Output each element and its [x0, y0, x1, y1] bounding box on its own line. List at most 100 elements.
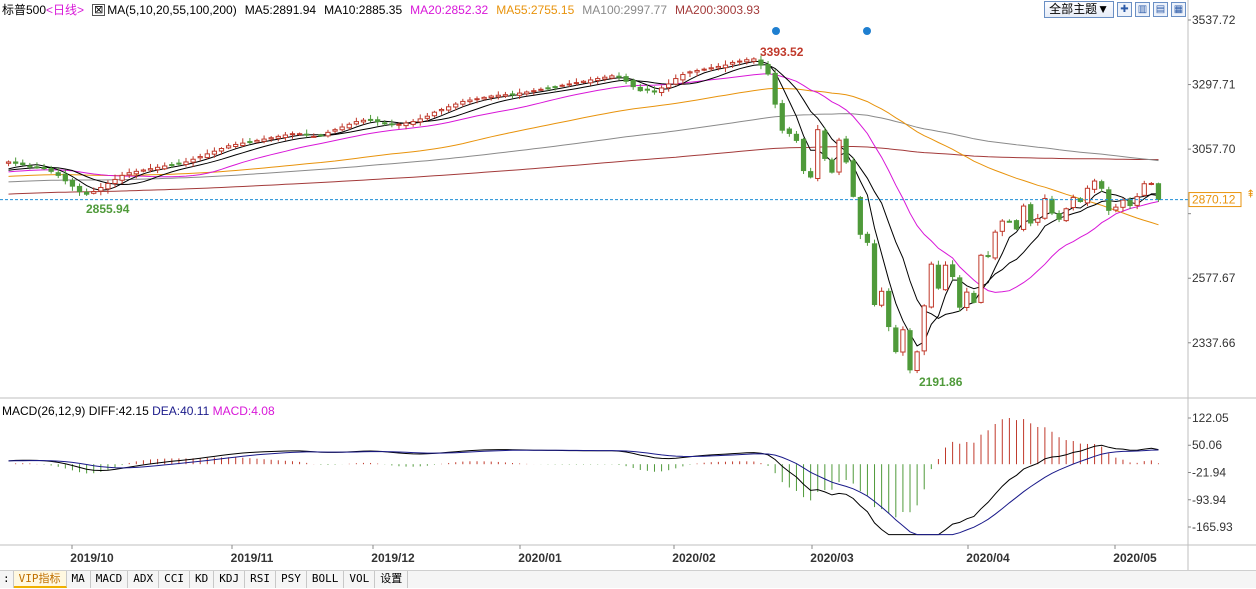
tab-scroll-left[interactable]: : — [0, 571, 14, 588]
candle-body — [722, 64, 729, 69]
candle-body — [971, 292, 977, 303]
candle-body — [1006, 220, 1013, 223]
candle-body — [1127, 200, 1133, 207]
candle-body — [857, 197, 863, 235]
candle-body — [446, 106, 452, 111]
tab-rsi[interactable]: RSI — [245, 571, 276, 588]
candle-body — [673, 78, 679, 85]
price-marker-icon: ⇞ — [1246, 189, 1255, 201]
candle-body — [829, 159, 835, 173]
candle-body — [34, 166, 40, 169]
symbol-label: 标普500 — [2, 3, 47, 17]
candle-body — [765, 63, 771, 75]
candle-body — [900, 329, 906, 353]
time-axis-label: 2019/10 — [70, 551, 114, 565]
candle-body — [98, 186, 104, 192]
candle-body — [176, 162, 182, 165]
candle-body — [1134, 196, 1140, 206]
time-axis-label: 2019/12 — [371, 551, 415, 565]
candle-body — [687, 71, 693, 74]
candle-body — [332, 129, 338, 132]
candle-body — [630, 79, 636, 88]
split-icon[interactable]: ▤ — [1153, 2, 1168, 17]
tab-cci[interactable]: CCI — [159, 571, 190, 588]
tab-adx[interactable]: ADX — [128, 571, 160, 588]
candle-body — [154, 166, 161, 171]
macd-value: MACD:4.08 — [212, 404, 275, 418]
candle-body — [240, 142, 246, 147]
tab-vip-indicator[interactable]: VIP指标 — [13, 571, 67, 588]
high-annotation: 3393.52 — [760, 45, 804, 59]
layout-icon[interactable]: ▥ — [1135, 2, 1150, 17]
tab-settings[interactable]: 设置 — [375, 571, 409, 588]
candle-body — [978, 254, 984, 303]
macd-tick-label: -93.94 — [1192, 493, 1226, 507]
tab-ma[interactable]: MA — [67, 571, 91, 588]
candle-body — [375, 119, 381, 123]
macd-dea-line — [8, 449, 1159, 536]
candle-body — [83, 191, 90, 195]
candle-body — [758, 59, 764, 66]
candle-body — [296, 133, 303, 136]
tab-vol[interactable]: VOL — [344, 571, 376, 588]
candle-body — [261, 138, 267, 142]
ma100-value: MA100:2997.77 — [582, 3, 668, 17]
candle-body — [41, 167, 47, 170]
candle-body — [580, 80, 587, 83]
candle-body — [396, 123, 402, 126]
candle-body — [218, 147, 225, 152]
candle-body — [1141, 183, 1147, 196]
candle-body — [367, 118, 374, 121]
candle-body — [268, 137, 274, 140]
chart-controls: 全部主题▼ ✚ ▥ ▤ ▦ — [1044, 1, 1186, 18]
candle-body — [701, 68, 707, 71]
candle-body — [658, 87, 665, 93]
macd-diff: DIFF:42.15 — [88, 404, 149, 418]
candle-body — [566, 83, 572, 86]
candle-body — [793, 133, 800, 141]
candle-body — [1063, 208, 1069, 222]
candle-body — [197, 156, 203, 159]
theme-dropdown-button[interactable]: 全部主题▼ — [1044, 1, 1114, 18]
indicator-tab-bar: : VIP指标 MA MACD ADX CCI KD KDJ RSI PSY B… — [0, 570, 1256, 588]
candle-body — [474, 98, 480, 101]
candle-body — [886, 290, 892, 328]
candle-body — [957, 277, 963, 308]
macd-tick-label: 50.06 — [1192, 438, 1222, 452]
ma55-line — [8, 87, 1159, 226]
candle-body — [1120, 199, 1126, 208]
candle-body — [595, 78, 601, 81]
candle-body — [225, 145, 232, 149]
candle-body — [339, 126, 345, 131]
tab-psy[interactable]: PSY — [276, 571, 307, 588]
tab-boll[interactable]: BOLL — [307, 571, 345, 588]
macd-dea: DEA:40.11 — [152, 404, 210, 418]
candle-body — [140, 169, 147, 172]
time-axis-label: 2020/01 — [518, 551, 562, 565]
candle-body — [800, 138, 807, 172]
macd-diff-line — [8, 444, 1159, 536]
candle-body — [772, 72, 778, 105]
candle-body — [27, 165, 33, 168]
candle-body — [893, 327, 899, 353]
tab-macd[interactable]: MACD — [91, 571, 129, 588]
time-axis-label: 2020/04 — [966, 551, 1010, 565]
period-selector[interactable]: <日线> — [46, 3, 85, 17]
candle-body — [453, 103, 459, 108]
candle-body — [949, 264, 956, 278]
candle-body — [5, 161, 12, 164]
candle-body — [1091, 180, 1098, 190]
candle-body — [751, 58, 757, 62]
ma-config-icon[interactable]: ⊠ — [92, 4, 106, 16]
candle-body — [119, 174, 125, 181]
candle-body — [964, 291, 970, 308]
zoom-in-icon[interactable]: ✚ — [1117, 2, 1132, 17]
tab-kd[interactable]: KD — [190, 571, 215, 588]
macd-header: MACD(26,12,9) DIFF:42.15 DEA:40.11 MACD:… — [2, 403, 275, 419]
candle-body — [233, 143, 239, 148]
candle-body — [389, 123, 395, 126]
settings-icon[interactable]: ▦ — [1171, 2, 1186, 17]
tab-kdj[interactable]: KDJ — [214, 571, 246, 588]
